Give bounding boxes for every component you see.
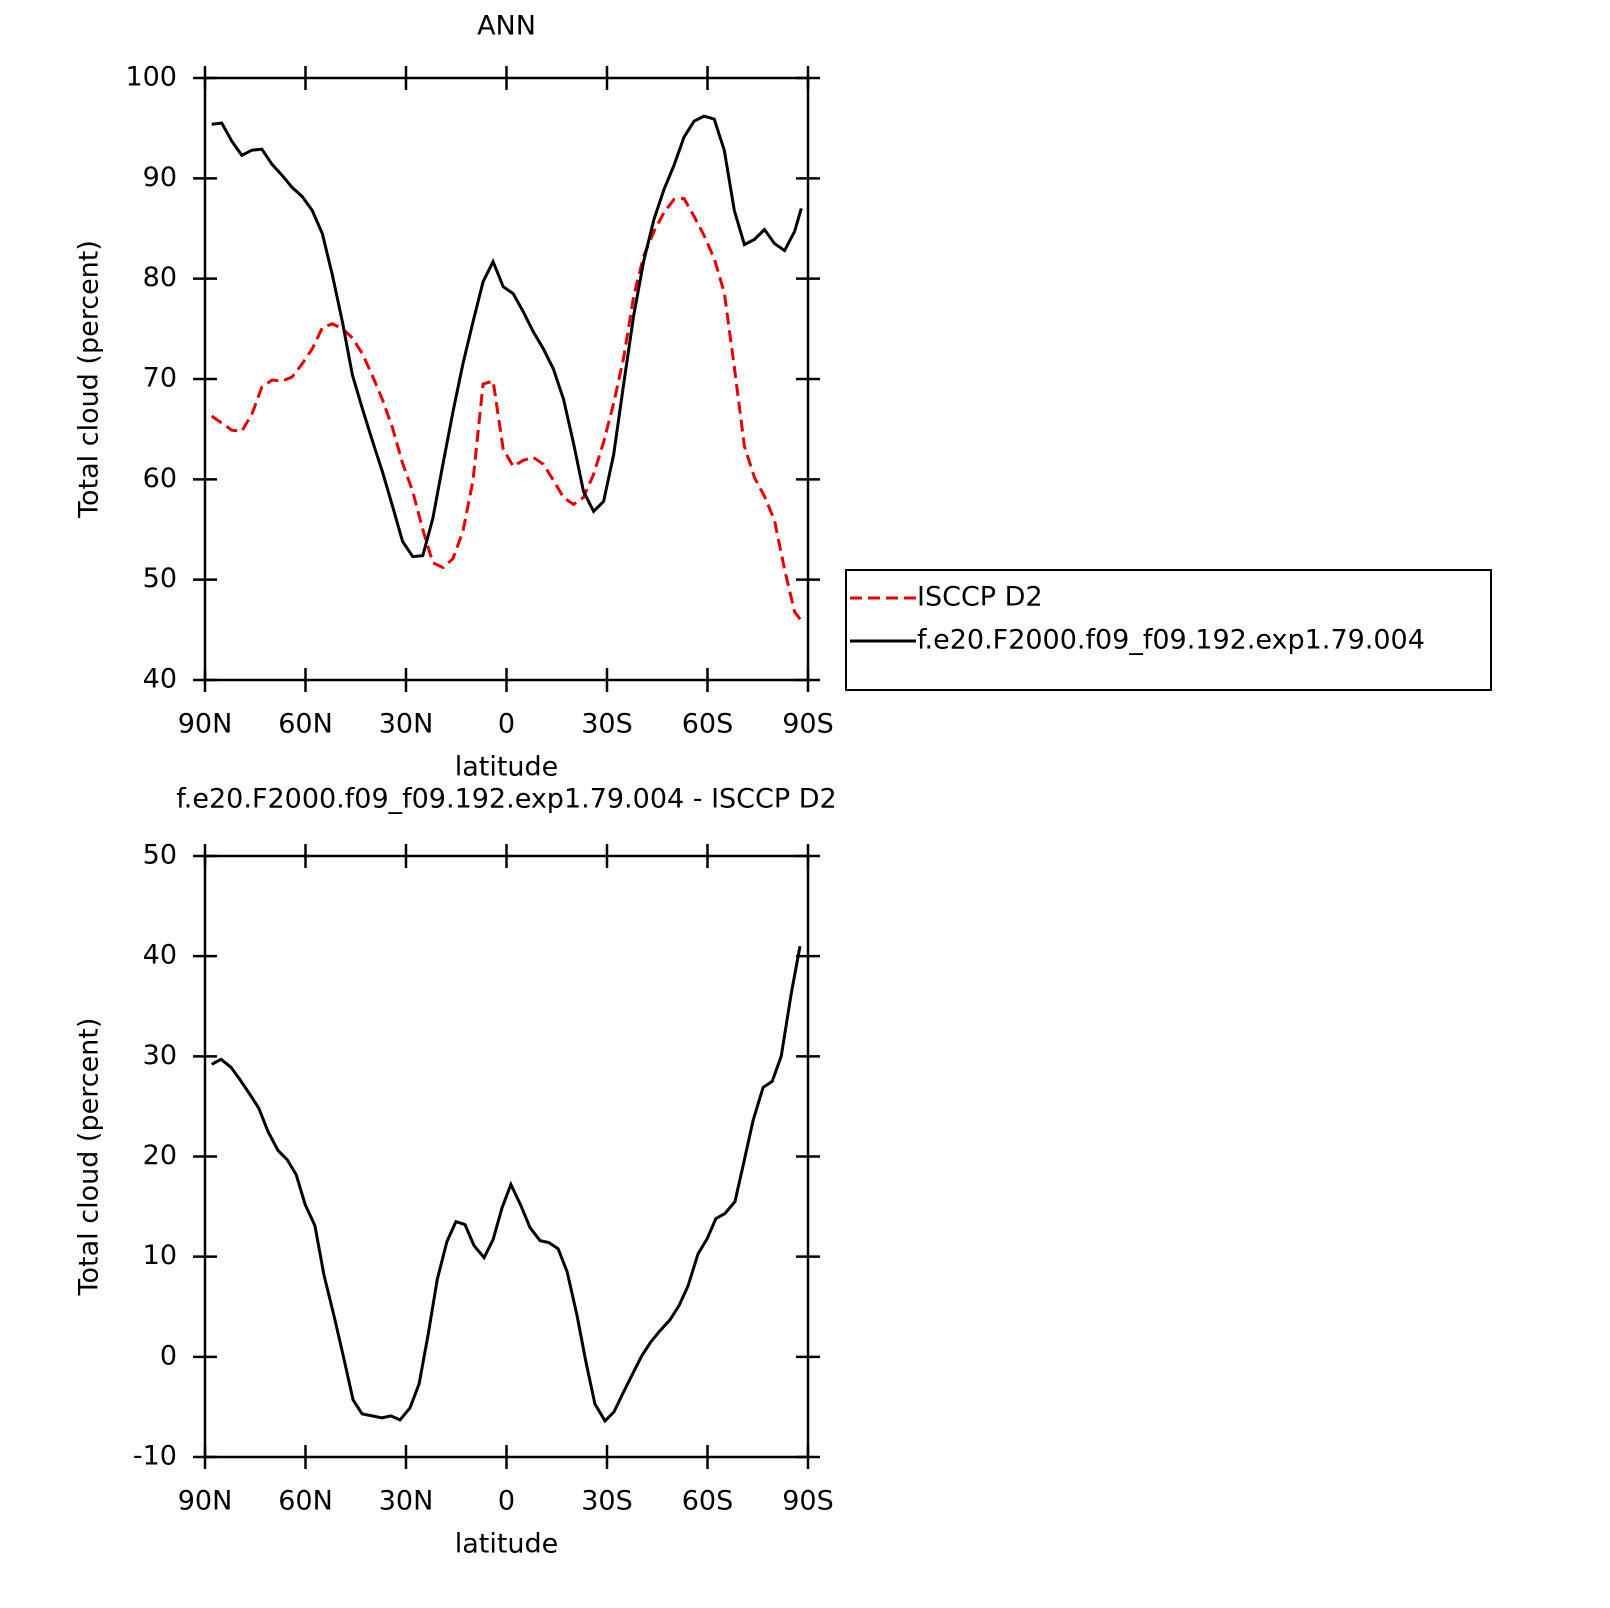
y-tick-label: 10: [143, 1240, 177, 1271]
x-tick-label: 60S: [682, 709, 734, 740]
data-line: [210, 945, 802, 1424]
x-tick-label: 30S: [581, 709, 633, 740]
x-tick-label: 30S: [581, 1486, 633, 1517]
plot-frame: [203, 854, 810, 1459]
x-tick-label: 30N: [379, 709, 434, 740]
y-tick-label: 0: [160, 1340, 177, 1371]
x-axis-label: latitude: [455, 1529, 559, 1560]
legend-box: [845, 569, 1492, 691]
chart-title: f.e20.F2000.f09_f09.192.exp1.79.004 - IS…: [176, 784, 836, 815]
x-tick-label: 90S: [782, 1486, 834, 1517]
x-tick-label: 60S: [682, 1486, 734, 1517]
data-line: [211, 114, 803, 559]
y-tick-label: -10: [133, 1441, 177, 1472]
y-axis-label: Total cloud (percent): [74, 1018, 105, 1297]
x-tick-label: 90N: [178, 709, 233, 740]
chart-title: ANN: [477, 11, 536, 42]
plot-frame: [203, 76, 810, 682]
y-tick-label: 60: [143, 463, 177, 494]
y-tick-label: 30: [143, 1040, 177, 1071]
x-tick-label: 0: [498, 709, 515, 740]
y-tick-label: 20: [143, 1140, 177, 1171]
y-axis-label: Total cloud (percent): [74, 240, 105, 519]
y-tick-label: 70: [143, 363, 177, 394]
y-tick-label: 50: [143, 563, 177, 594]
legend-label: ISCCP D2: [917, 582, 1043, 613]
y-tick-label: 50: [143, 840, 177, 871]
x-tick-label: 0: [498, 1486, 515, 1517]
x-tick-label: 60N: [278, 709, 333, 740]
y-tick-label: 100: [125, 62, 177, 93]
y-tick-label: 80: [143, 262, 177, 293]
x-tick-label: 30N: [379, 1486, 434, 1517]
x-tick-label: 90N: [178, 1486, 233, 1517]
y-tick-label: 90: [143, 162, 177, 193]
y-tick-label: 40: [143, 940, 177, 971]
legend-label: f.e20.F2000.f09_f09.192.exp1.79.004: [917, 625, 1425, 656]
data-line: [210, 196, 803, 622]
x-axis-label: latitude: [455, 752, 559, 783]
y-tick-label: 40: [143, 664, 177, 695]
x-tick-label: 90S: [782, 709, 834, 740]
x-tick-label: 60N: [278, 1486, 333, 1517]
